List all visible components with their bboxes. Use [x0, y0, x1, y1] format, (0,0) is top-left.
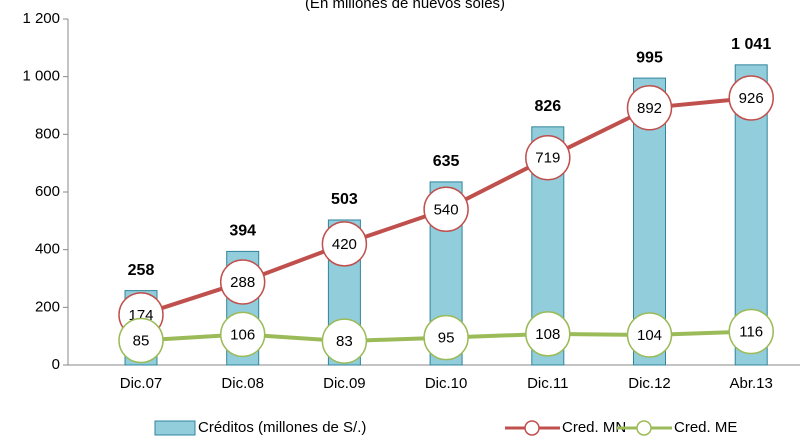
y-tick-label: 200: [35, 298, 60, 315]
x-tick-label: Dic.07: [120, 375, 163, 392]
legend-label: Cred. MN: [562, 419, 626, 436]
y-tick-label: 0: [52, 356, 60, 373]
x-tick-label: Dic.10: [425, 375, 468, 392]
bar-label: 258: [128, 262, 155, 279]
line-label: 926: [739, 90, 764, 107]
line-marker: [525, 311, 571, 357]
line-marker: [321, 221, 368, 267]
line-label: 85: [133, 332, 150, 349]
legend-label: Cred. ME: [674, 419, 737, 436]
y-tick-label: 400: [35, 241, 60, 258]
bar-label: 1 041: [731, 36, 771, 53]
line-label: 719: [535, 150, 560, 167]
y-tick-label: 800: [35, 125, 60, 142]
line-label: 104: [637, 327, 662, 344]
x-tick-label: Dic.08: [221, 375, 264, 392]
line-label: 540: [434, 201, 459, 218]
bar-label: 394: [229, 223, 256, 240]
legend-label: Créditos (millones de S/.): [198, 419, 366, 436]
line-marker: [219, 259, 266, 305]
bar-label: 826: [534, 98, 561, 115]
line-label: 288: [230, 274, 255, 291]
x-tick-label: Dic.12: [628, 375, 671, 392]
line-marker: [423, 186, 469, 233]
line-marker: [525, 134, 571, 181]
bar-label: 635: [433, 153, 460, 170]
line-marker: [626, 312, 673, 358]
chart-subtitle: (En millones de nuevos soles): [305, 0, 505, 12]
bar-label: 503: [331, 191, 358, 208]
line-marker: [423, 314, 469, 361]
line-label: 95: [438, 330, 455, 347]
line-marker: [219, 311, 266, 358]
legend-swatch-marker: [636, 420, 652, 436]
x-tick-label: Abr.13: [730, 375, 773, 392]
line-label: 83: [336, 333, 353, 350]
line-marker: [118, 317, 164, 364]
bar-label: 995: [636, 49, 663, 66]
x-tick-label: Dic.11: [527, 375, 568, 392]
line-label: 892: [637, 100, 662, 117]
line-label: 420: [332, 236, 357, 253]
y-tick-label: 600: [35, 183, 60, 200]
x-tick-label: Dic.09: [323, 375, 366, 392]
y-tick-label: 1 000: [22, 68, 60, 85]
line-label: 116: [739, 324, 763, 341]
y-tick-label: 1 200: [22, 10, 60, 27]
legend-swatch-marker: [524, 420, 540, 436]
legend-swatch: [154, 420, 196, 436]
line-marker: [728, 75, 774, 121]
line-marker: [321, 318, 368, 364]
line-marker: [626, 85, 673, 131]
line-marker: [728, 308, 774, 355]
line-label: 108: [535, 326, 560, 343]
line-label: 106: [230, 326, 255, 343]
